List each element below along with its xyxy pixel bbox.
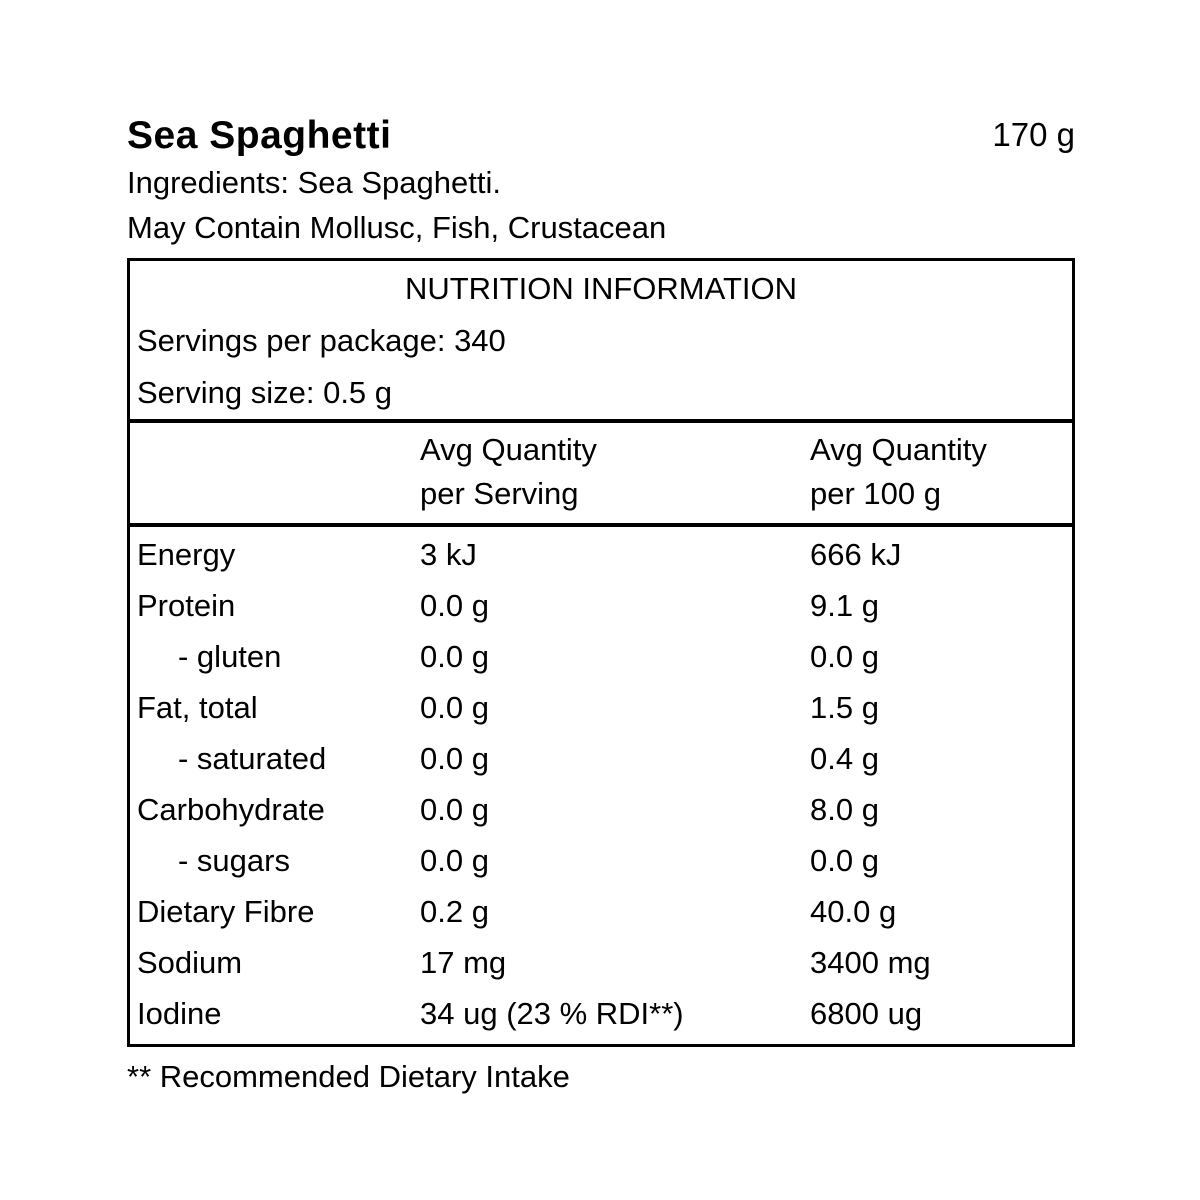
table-title: NUTRITION INFORMATION	[404, 271, 798, 306]
ingredients-line: Ingredients: Sea Spaghetti.	[127, 165, 501, 200]
per-100g-value: 8.0 g	[810, 792, 879, 827]
per-serving-value: 0.0 g	[420, 639, 489, 674]
table-row: - gluten 0.0 g 0.0 g	[130, 631, 1072, 682]
per-100g-value: 9.1 g	[810, 588, 879, 623]
table-row: Dietary Fibre 0.2 g 40.0 g	[130, 886, 1072, 937]
allergen-line: May Contain Mollusc, Fish, Crustacean	[127, 210, 667, 245]
table-top-section: NUTRITION INFORMATION Servings per packa…	[130, 261, 1072, 423]
table-row: - sugars 0.0 g 0.0 g	[130, 835, 1072, 886]
net-weight: 170 g	[992, 116, 1075, 153]
nutrient-name: - sugars	[178, 843, 290, 878]
per-serving-header-line2: per Serving	[420, 476, 579, 511]
nutrient-column-header	[130, 428, 420, 516]
table-row: Iodine 34 ug (23 % RDI**) 6800 ug	[130, 988, 1072, 1039]
per-serving-value: 0.0 g	[420, 843, 489, 878]
column-header-row: Avg Quantity per Serving Avg Quantity pe…	[130, 423, 1072, 527]
per-serving-header-line1: Avg Quantity	[420, 432, 597, 467]
nutrition-rows: Energy 3 kJ 666 kJ Protein 0.0 g 9.1 g -…	[130, 527, 1072, 1044]
nutrient-name: Sodium	[137, 945, 243, 980]
per-100g-value: 1.5 g	[810, 690, 879, 725]
serving-size: Serving size: 0.5 g	[137, 375, 393, 410]
table-row: Protein 0.0 g 9.1 g	[130, 580, 1072, 631]
per-100g-column-header: Avg Quantity per 100 g	[810, 428, 1072, 516]
nutrient-name: Fat, total	[137, 690, 258, 725]
per-serving-value: 3 kJ	[420, 537, 477, 572]
per-100g-header-line2: per 100 g	[810, 476, 941, 511]
per-serving-value: 0.0 g	[420, 690, 489, 725]
nutrient-name: Protein	[137, 588, 236, 623]
nutrient-name: - gluten	[178, 639, 282, 674]
per-100g-value: 6800 ug	[810, 996, 923, 1031]
servings-per-package: Servings per package: 340	[137, 323, 506, 358]
per-100g-value: 0.0 g	[810, 639, 879, 674]
per-100g-value: 666 kJ	[810, 537, 902, 572]
per-100g-value: 0.4 g	[810, 741, 879, 776]
table-row: - saturated 0.0 g 0.4 g	[130, 733, 1072, 784]
label-header: Sea Spaghetti 170 g	[127, 112, 1075, 160]
table-row: Carbohydrate 0.0 g 8.0 g	[130, 784, 1072, 835]
per-100g-header-line1: Avg Quantity	[810, 432, 987, 467]
per-serving-column-header: Avg Quantity per Serving	[420, 428, 810, 516]
nutrient-name: - saturated	[178, 741, 327, 776]
per-serving-value: 17 mg	[420, 945, 507, 980]
rdi-footnote: ** Recommended Dietary Intake	[127, 1059, 570, 1094]
per-serving-value: 0.2 g	[420, 894, 489, 929]
product-title: Sea Spaghetti	[127, 114, 392, 157]
per-serving-value: 34 ug (23 % RDI**)	[420, 996, 684, 1031]
label-sheet: Sea Spaghetti 170 g Ingredients: Sea Spa…	[127, 0, 1075, 1100]
nutrient-name: Energy	[137, 537, 236, 572]
per-serving-value: 0.0 g	[420, 741, 489, 776]
nutrient-name: Dietary Fibre	[137, 894, 315, 929]
nutrition-table: NUTRITION INFORMATION Servings per packa…	[127, 258, 1075, 1047]
per-100g-value: 3400 mg	[810, 945, 931, 980]
nutrient-name: Carbohydrate	[137, 792, 325, 827]
table-row: Fat, total 0.0 g 1.5 g	[130, 682, 1072, 733]
table-row: Energy 3 kJ 666 kJ	[130, 529, 1072, 580]
per-serving-value: 0.0 g	[420, 588, 489, 623]
per-100g-value: 0.0 g	[810, 843, 879, 878]
per-serving-value: 0.0 g	[420, 792, 489, 827]
per-100g-value: 40.0 g	[810, 894, 897, 929]
nutrient-name: Iodine	[137, 996, 222, 1031]
table-row: Sodium 17 mg 3400 mg	[130, 937, 1072, 988]
